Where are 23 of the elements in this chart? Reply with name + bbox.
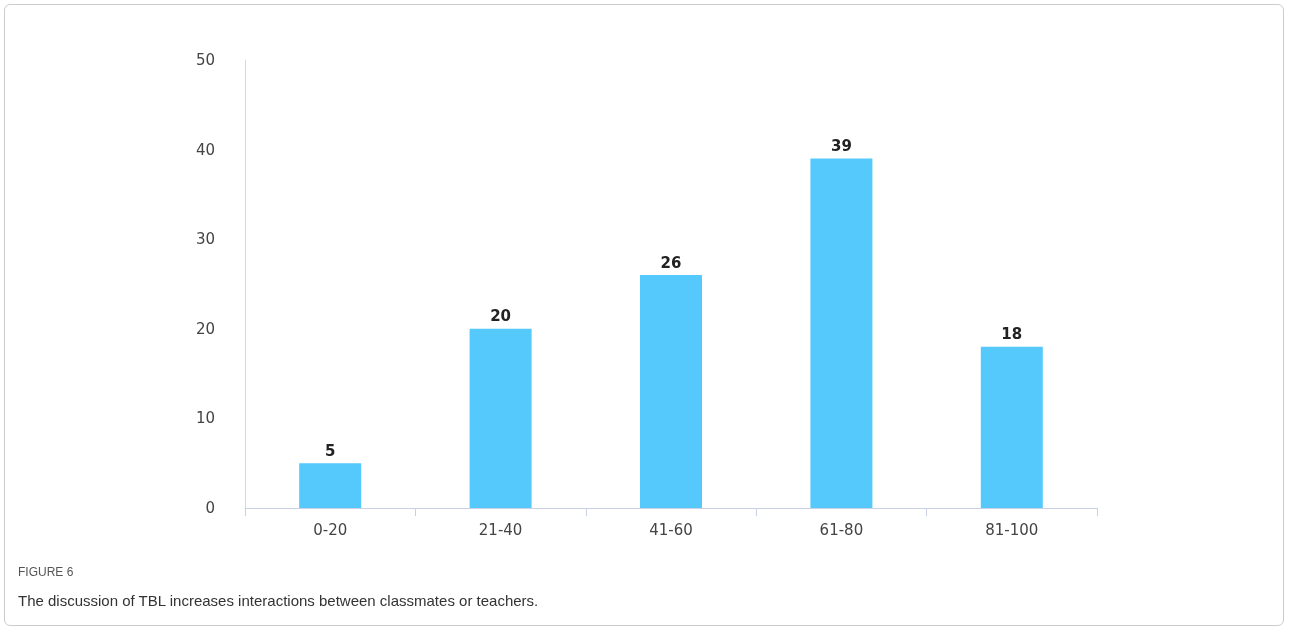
x-tick-label: 81-100 [985, 520, 1039, 539]
y-tick-label: 20 [195, 319, 215, 338]
bar [980, 346, 1043, 508]
x-tick-label: 41-60 [649, 520, 693, 539]
data-label: 5 [324, 441, 336, 460]
bar [810, 158, 873, 508]
caption: FIGURE 6 [18, 565, 74, 579]
x-tick-label: 61-80 [819, 520, 864, 539]
x-tick-label: 0-20 [313, 520, 348, 539]
text: The discussion of TBL increases interactions between classmates or teachers. [18, 592, 539, 609]
bar [640, 275, 702, 508]
x-tick-label: 21-40 [478, 520, 523, 539]
data-label: 26 [660, 253, 682, 272]
y-tick-label: 10 [195, 409, 215, 428]
y-tick-label: 40 [195, 140, 215, 159]
y-tick-label: 30 [195, 230, 215, 249]
data-label: 39 [830, 137, 852, 156]
bar [469, 328, 532, 508]
y-tick-label: 50 [195, 51, 215, 69]
y-tick-label: 0 [205, 499, 215, 517]
bar [299, 463, 362, 508]
data-label: 18 [1001, 325, 1023, 344]
data-label: 20 [490, 307, 512, 326]
